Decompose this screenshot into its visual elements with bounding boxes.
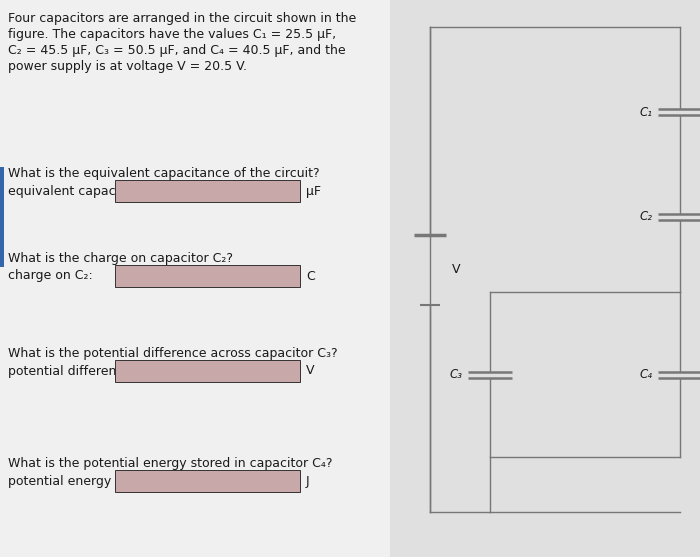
Text: What is the charge on capacitor C₂?: What is the charge on capacitor C₂? [8, 252, 233, 265]
Text: What is the potential energy stored in capacitor C₄?: What is the potential energy stored in c… [8, 457, 332, 470]
Text: potential difference across C₃:: potential difference across C₃: [8, 364, 197, 378]
Text: V: V [306, 364, 314, 378]
Text: µF: µF [306, 184, 321, 198]
FancyBboxPatch shape [115, 360, 300, 382]
Text: C₂: C₂ [640, 211, 653, 223]
Text: C₁: C₁ [640, 105, 653, 119]
Text: figure. The capacitors have the values C₁ = 25.5 µF,: figure. The capacitors have the values C… [8, 28, 336, 41]
FancyBboxPatch shape [115, 265, 300, 287]
Text: J: J [306, 475, 309, 487]
FancyBboxPatch shape [390, 0, 700, 557]
Text: C₄: C₄ [640, 368, 653, 381]
Text: C: C [306, 270, 315, 282]
Text: potential energy stored in C₄:: potential energy stored in C₄: [8, 475, 192, 487]
FancyBboxPatch shape [0, 167, 4, 267]
Text: C₃: C₃ [450, 368, 463, 381]
Text: Four capacitors are arranged in the circuit shown in the: Four capacitors are arranged in the circ… [8, 12, 356, 25]
FancyBboxPatch shape [115, 180, 300, 202]
Text: power supply is at voltage V = 20.5 V.: power supply is at voltage V = 20.5 V. [8, 60, 247, 73]
FancyBboxPatch shape [0, 0, 390, 557]
Text: equivalent capacitance:: equivalent capacitance: [8, 184, 159, 198]
FancyBboxPatch shape [115, 470, 300, 492]
Text: C₂ = 45.5 µF, C₃ = 50.5 µF, and C₄ = 40.5 µF, and the: C₂ = 45.5 µF, C₃ = 50.5 µF, and C₄ = 40.… [8, 44, 346, 57]
Text: V: V [452, 263, 461, 276]
Text: What is the potential difference across capacitor C₃?: What is the potential difference across … [8, 347, 337, 360]
Text: charge on C₂:: charge on C₂: [8, 270, 92, 282]
Text: What is the equivalent capacitance of the circuit?: What is the equivalent capacitance of th… [8, 167, 320, 180]
